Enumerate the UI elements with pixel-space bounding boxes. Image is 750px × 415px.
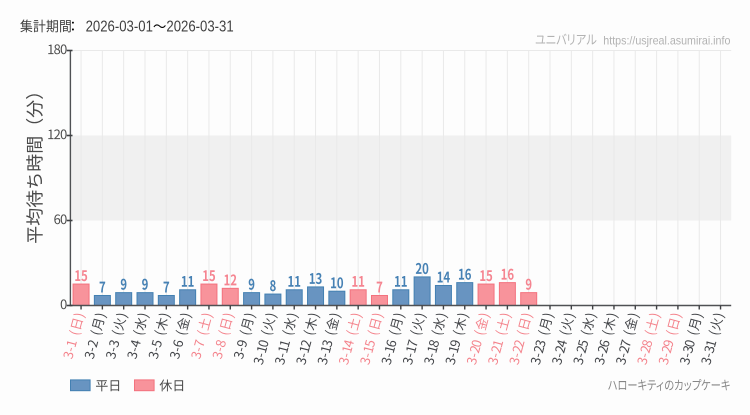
svg-text:https://usjreal.asumirai.info: https://usjreal.asumirai.info bbox=[603, 34, 730, 47]
svg-text:2026-03-01: 2026-03-01 bbox=[86, 18, 153, 35]
svg-text:2026-03-31: 2026-03-31 bbox=[166, 18, 233, 35]
